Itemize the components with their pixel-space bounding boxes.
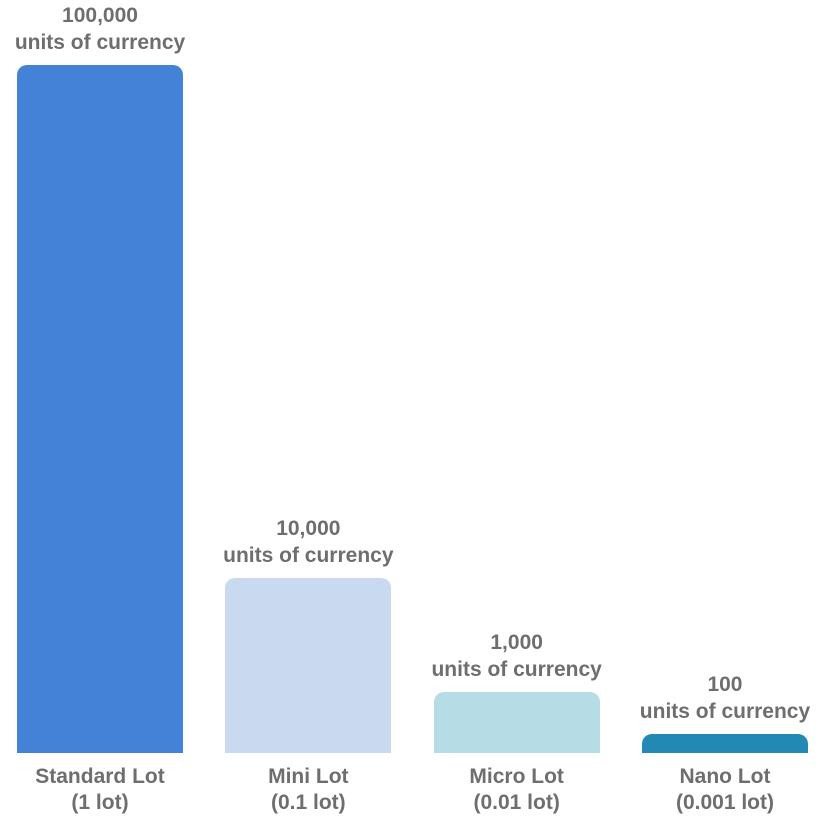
bar-value-label-micro: 1,000 units of currency xyxy=(431,630,601,684)
bar-value-mini: 10,000 xyxy=(276,517,341,541)
category-name-nano: Nano Lot xyxy=(679,765,771,788)
chart-category-axis: Standard Lot (1 lot) Mini Lot (0.1 lot) … xyxy=(0,764,825,817)
bar-group-mini-lot: 10,000 units of currency xyxy=(218,516,398,753)
bar-units-micro: units of currency xyxy=(431,658,602,682)
bar-nano-lot xyxy=(641,734,808,753)
bar-group-nano-lot: 100 units of currency xyxy=(635,672,815,753)
bar-value-label-standard: 100,000 units of currency xyxy=(15,3,185,57)
category-lot-standard: (1 lot) xyxy=(71,791,129,815)
category-label-standard-lot: Standard Lot (1 lot) xyxy=(10,764,190,817)
category-label-micro-lot: Micro Lot (0.01 lot) xyxy=(427,764,607,817)
bar-mini-lot xyxy=(225,578,392,753)
bar-units-nano: units of currency xyxy=(639,700,811,724)
category-name-mini: Mini Lot xyxy=(268,765,349,788)
bar-value-micro: 1,000 xyxy=(490,631,543,655)
bar-value-label-nano: 100 units of currency xyxy=(640,672,810,726)
bar-micro-lot xyxy=(433,692,600,753)
bar-standard-lot xyxy=(17,65,183,753)
category-lot-nano: (0.001 lot) xyxy=(675,791,774,815)
category-lot-micro: (0.01 lot) xyxy=(473,791,560,815)
bar-group-micro-lot: 1,000 units of currency xyxy=(427,630,607,753)
bar-value-label-mini: 10,000 units of currency xyxy=(223,516,393,570)
bar-units-standard: units of currency xyxy=(14,31,186,55)
category-name-standard: Standard Lot xyxy=(35,765,165,788)
bar-group-standard-lot: 100,000 units of currency xyxy=(10,3,190,753)
category-label-nano-lot: Nano Lot (0.001 lot) xyxy=(635,764,815,817)
category-name-micro: Micro Lot xyxy=(469,765,564,788)
bar-units-mini: units of currency xyxy=(223,544,394,568)
category-label-mini-lot: Mini Lot (0.1 lot) xyxy=(218,764,398,817)
bar-value-nano: 100 xyxy=(707,673,743,697)
bar-value-standard: 100,000 xyxy=(62,4,138,28)
category-lot-mini: (0.1 lot) xyxy=(270,791,346,815)
chart-plot-area: 100,000 units of currency 10,000 units o… xyxy=(10,3,815,753)
